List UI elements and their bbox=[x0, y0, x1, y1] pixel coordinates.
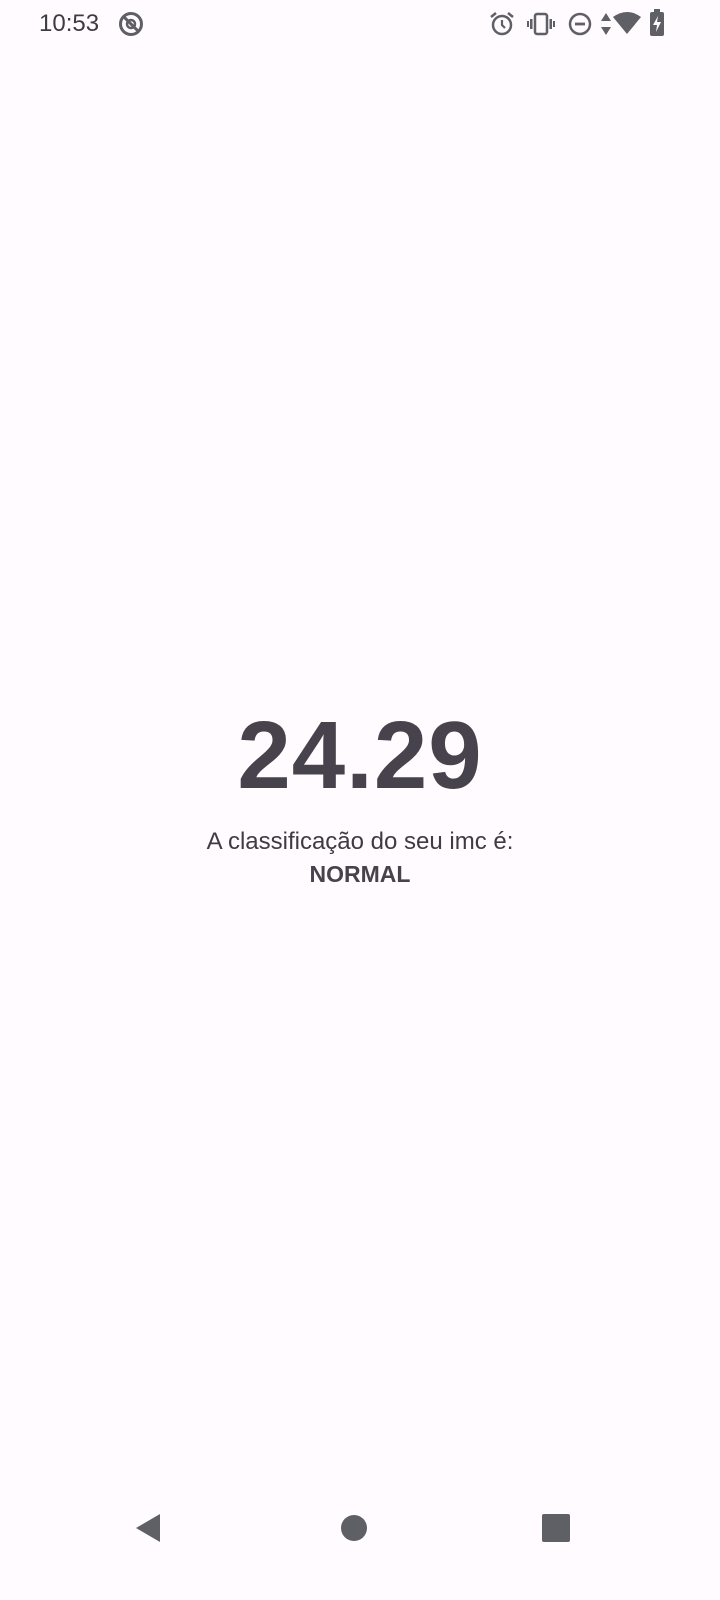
status-bar: 10:53 bbox=[0, 0, 720, 48]
bmi-value: 24.29 bbox=[237, 702, 483, 809]
bmi-classification: NORMAL bbox=[309, 861, 411, 887]
vibrate-icon bbox=[527, 12, 555, 36]
bmi-caption: A classificação do seu imc é: bbox=[206, 828, 514, 855]
do-not-disturb-icon bbox=[568, 12, 592, 36]
recents-icon[interactable] bbox=[541, 1513, 571, 1543]
navigation-bar bbox=[0, 1488, 720, 1600]
battery-charging-icon bbox=[650, 9, 664, 36]
no-sync-icon bbox=[119, 12, 143, 36]
bmi-result: 24.29 A classificação do seu imc é: NORM… bbox=[0, 700, 720, 890]
wifi-icon bbox=[613, 12, 641, 34]
data-arrows-icon bbox=[601, 13, 611, 35]
status-time: 10:53 bbox=[39, 10, 100, 37]
home-icon[interactable] bbox=[339, 1513, 369, 1543]
back-icon[interactable] bbox=[132, 1511, 164, 1545]
alarm-icon bbox=[490, 12, 514, 36]
